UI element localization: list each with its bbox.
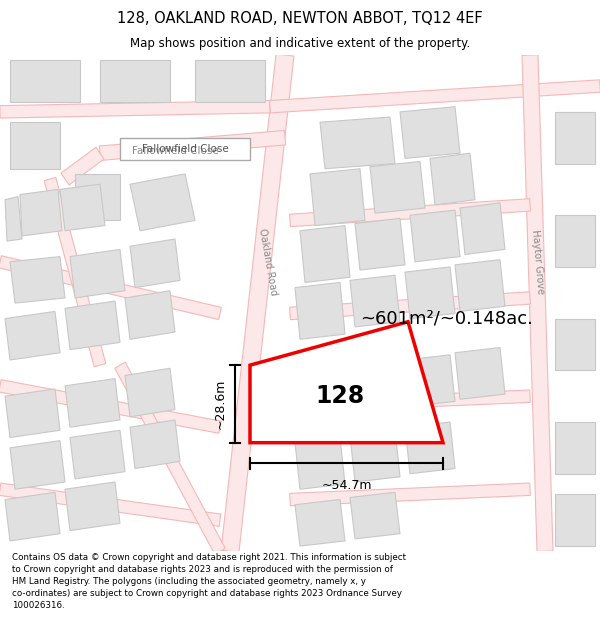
Polygon shape — [350, 275, 400, 327]
Polygon shape — [130, 420, 180, 469]
Polygon shape — [455, 260, 505, 311]
Text: ~54.7m: ~54.7m — [321, 479, 372, 492]
Polygon shape — [522, 55, 553, 551]
Polygon shape — [115, 362, 225, 554]
Polygon shape — [0, 483, 221, 526]
Polygon shape — [410, 210, 460, 262]
Polygon shape — [350, 363, 400, 415]
Polygon shape — [0, 380, 221, 433]
Polygon shape — [130, 174, 195, 231]
Text: Fallowfield Close: Fallowfield Close — [131, 146, 218, 156]
Polygon shape — [250, 322, 443, 442]
Polygon shape — [10, 122, 60, 169]
Polygon shape — [555, 319, 595, 371]
Polygon shape — [75, 174, 120, 221]
Polygon shape — [70, 430, 125, 479]
Text: ~28.6m: ~28.6m — [214, 379, 227, 429]
Polygon shape — [555, 422, 595, 474]
Polygon shape — [350, 492, 400, 539]
Polygon shape — [455, 348, 505, 399]
Polygon shape — [125, 291, 175, 339]
Polygon shape — [370, 161, 425, 213]
Polygon shape — [5, 197, 22, 241]
Polygon shape — [65, 301, 120, 349]
Polygon shape — [400, 107, 460, 158]
Polygon shape — [61, 148, 104, 185]
Polygon shape — [221, 54, 294, 552]
Polygon shape — [405, 422, 455, 474]
Text: Fallowfield Close: Fallowfield Close — [142, 144, 229, 154]
Text: Oakland Road: Oakland Road — [257, 228, 279, 296]
Polygon shape — [555, 112, 595, 164]
Polygon shape — [5, 311, 60, 360]
Text: 128: 128 — [316, 384, 365, 408]
Polygon shape — [555, 215, 595, 267]
Polygon shape — [405, 267, 455, 319]
Polygon shape — [70, 249, 125, 298]
Polygon shape — [269, 80, 600, 113]
Polygon shape — [0, 101, 270, 118]
Polygon shape — [195, 60, 265, 101]
Polygon shape — [5, 389, 60, 438]
Polygon shape — [60, 184, 105, 231]
Polygon shape — [290, 483, 530, 506]
Polygon shape — [290, 199, 530, 227]
Polygon shape — [555, 494, 595, 546]
Polygon shape — [10, 257, 65, 303]
Polygon shape — [460, 203, 505, 254]
Polygon shape — [10, 60, 80, 101]
Polygon shape — [295, 499, 345, 546]
Polygon shape — [100, 60, 170, 101]
Polygon shape — [350, 430, 400, 482]
Polygon shape — [20, 189, 62, 236]
Polygon shape — [295, 371, 345, 428]
Polygon shape — [295, 282, 345, 339]
Text: Haytor Grove: Haytor Grove — [530, 229, 546, 294]
Polygon shape — [65, 482, 120, 531]
Polygon shape — [65, 379, 120, 428]
Polygon shape — [310, 169, 365, 226]
Polygon shape — [405, 355, 455, 406]
Polygon shape — [300, 226, 350, 282]
Text: 128, OAKLAND ROAD, NEWTON ABBOT, TQ12 4EF: 128, OAKLAND ROAD, NEWTON ABBOT, TQ12 4E… — [117, 11, 483, 26]
Polygon shape — [125, 368, 175, 417]
Polygon shape — [290, 390, 530, 412]
Polygon shape — [44, 177, 106, 367]
Bar — [120, 138, 250, 161]
Polygon shape — [130, 239, 180, 288]
Text: Map shows position and indicative extent of the property.: Map shows position and indicative extent… — [130, 38, 470, 51]
Polygon shape — [430, 153, 475, 205]
Polygon shape — [295, 438, 345, 489]
Polygon shape — [5, 492, 60, 541]
Polygon shape — [320, 117, 395, 169]
Polygon shape — [355, 218, 405, 270]
Polygon shape — [100, 131, 286, 161]
Polygon shape — [0, 256, 221, 319]
Polygon shape — [290, 292, 530, 319]
Polygon shape — [10, 441, 65, 489]
Text: ~601m²/~0.148ac.: ~601m²/~0.148ac. — [360, 309, 533, 328]
Text: Contains OS data © Crown copyright and database right 2021. This information is : Contains OS data © Crown copyright and d… — [12, 553, 406, 609]
